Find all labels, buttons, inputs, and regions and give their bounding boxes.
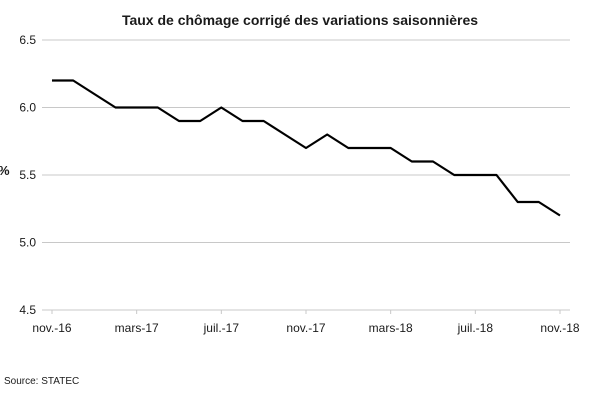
x-tick-label-4: mars-18 <box>369 321 413 335</box>
y-tick-label-2: 5.5 <box>19 168 36 182</box>
x-tick-label-0: nov.-16 <box>32 321 71 335</box>
x-tick-label-6: nov.-18 <box>540 321 579 335</box>
source-note: Source: STATEC <box>4 376 80 387</box>
x-tick-label-5: juil.-18 <box>457 321 494 335</box>
y-axis-label: % <box>0 163 10 178</box>
y-tick-label-3: 6.0 <box>19 101 36 115</box>
y-tick-label-0: 4.5 <box>19 303 36 317</box>
y-tick-label-4: 6.5 <box>19 33 36 47</box>
x-tick-label-2: juil.-17 <box>203 321 240 335</box>
x-tick-label-3: nov.-17 <box>286 321 325 335</box>
x-tick-label-1: mars-17 <box>115 321 159 335</box>
y-tick-label-1: 5.0 <box>19 236 36 250</box>
chart-title: Taux de chômage corrigé des variations s… <box>121 12 479 28</box>
